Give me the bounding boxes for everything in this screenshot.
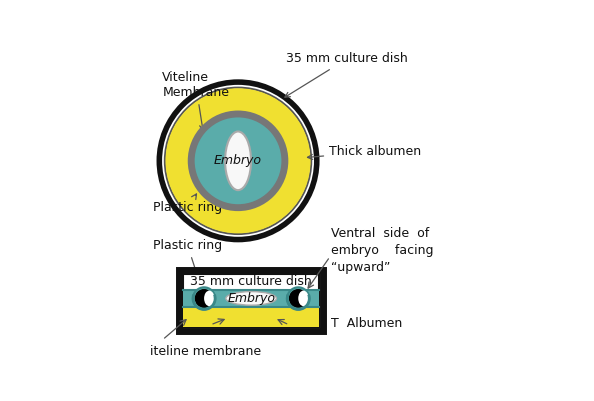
FancyBboxPatch shape xyxy=(183,307,319,327)
Circle shape xyxy=(290,290,307,307)
Text: Embryo: Embryo xyxy=(227,292,275,305)
Text: Plastic ring: Plastic ring xyxy=(153,239,222,288)
Ellipse shape xyxy=(298,291,309,306)
Text: 35 mm culture dish: 35 mm culture dish xyxy=(285,53,407,97)
Text: Ventral  side  of
embryo    facing
“upward”: Ventral side of embryo facing “upward” xyxy=(331,227,433,274)
Circle shape xyxy=(287,287,309,310)
Text: Thick albumen: Thick albumen xyxy=(308,145,421,160)
Text: Viteline
Membrane: Viteline Membrane xyxy=(162,71,229,130)
Circle shape xyxy=(159,82,317,239)
Ellipse shape xyxy=(225,132,251,190)
Text: Plastic ring: Plastic ring xyxy=(153,194,222,214)
Text: 35 mm culture dish: 35 mm culture dish xyxy=(190,275,312,288)
FancyBboxPatch shape xyxy=(183,274,319,327)
Circle shape xyxy=(190,113,286,209)
Ellipse shape xyxy=(204,291,214,306)
Circle shape xyxy=(166,88,311,233)
Text: T  Albumen: T Albumen xyxy=(271,317,402,330)
Ellipse shape xyxy=(226,292,276,305)
Circle shape xyxy=(195,290,213,307)
Text: iteline membrane: iteline membrane xyxy=(150,345,261,358)
FancyBboxPatch shape xyxy=(179,270,323,331)
FancyBboxPatch shape xyxy=(183,290,319,307)
Circle shape xyxy=(193,116,283,206)
Text: Embryo: Embryo xyxy=(214,154,262,167)
Circle shape xyxy=(193,287,215,310)
